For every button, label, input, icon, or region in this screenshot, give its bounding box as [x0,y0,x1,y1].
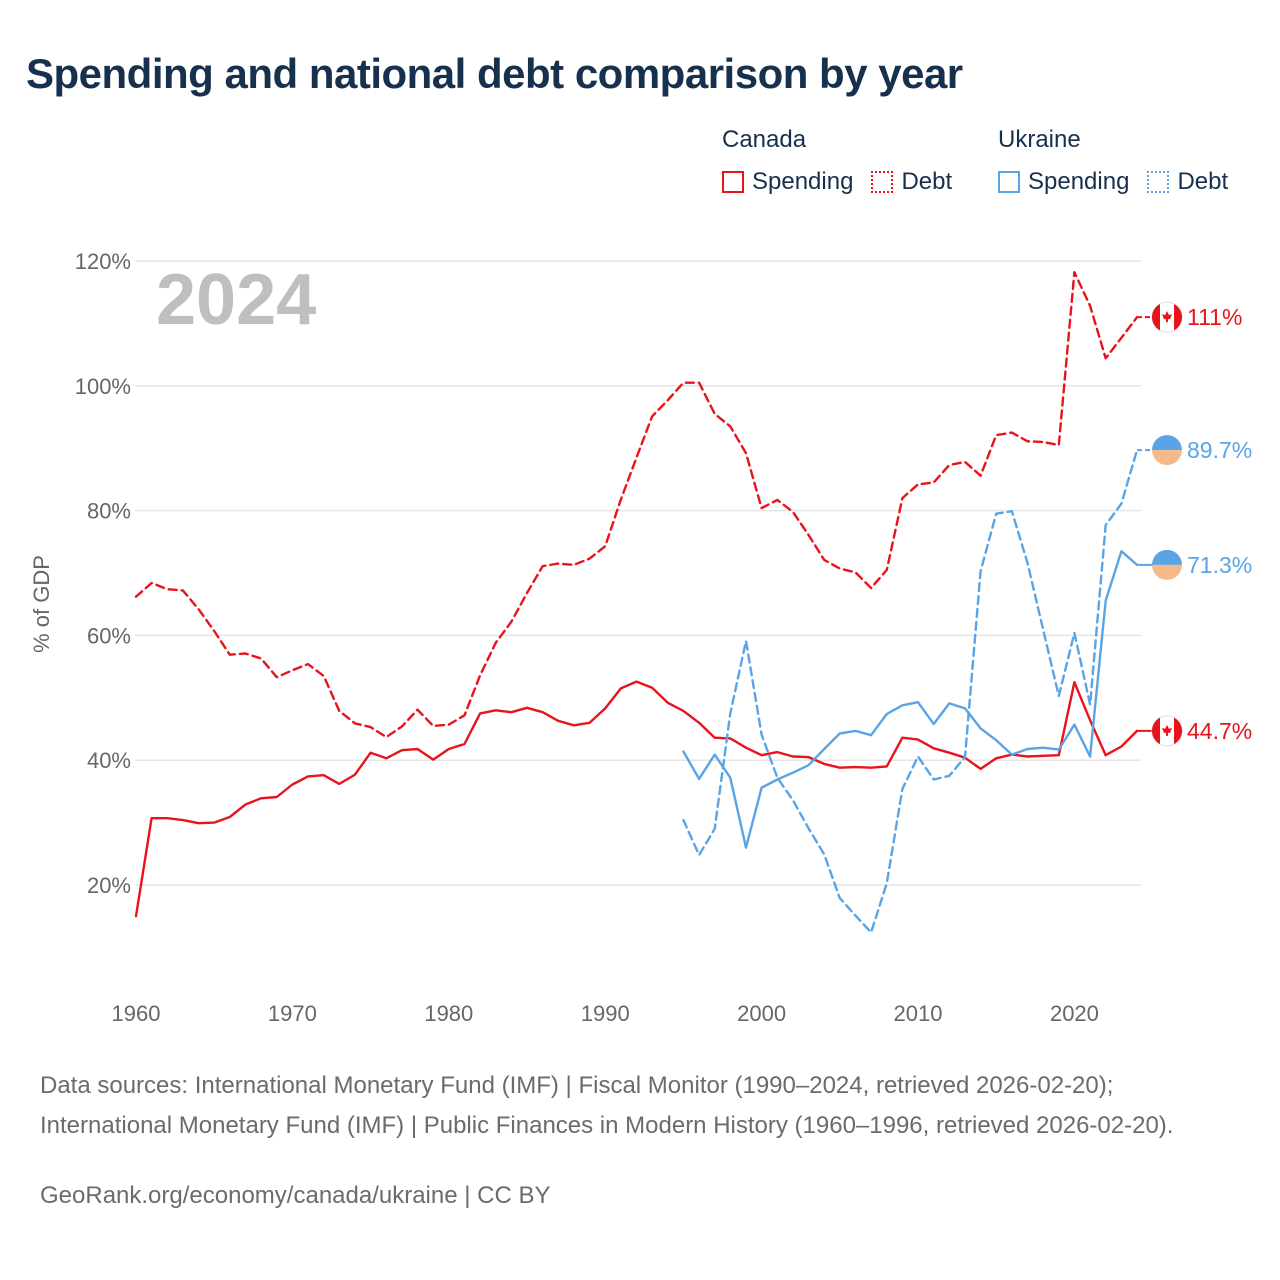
legend-swatch-dotted [871,171,894,193]
year-label: 2024 [156,260,316,340]
series-line-ukraine-debt[interactable] [682,448,1139,934]
y-tick-label: 40% [87,748,131,773]
y-tick-label: 120% [75,249,131,274]
legend-item-canada-spending[interactable]: Spending [722,168,853,196]
legend-item-label: Debt [1177,168,1229,195]
end-marker-ukraine-spending: 71.3% [1137,549,1252,580]
x-tick-label: 2020 [1050,1001,1099,1026]
source-credit-link[interactable]: GeoRank.org/economy/canada/ukraine | CC … [40,1182,551,1209]
legend-group-canada: Canada Spending Debt [722,126,970,196]
x-tick-label: 2000 [737,1001,786,1026]
legend-item-label: Spending [752,168,854,195]
legend-group-ukraine: Ukraine Spending Debt [998,126,1228,196]
end-value-label: 89.7% [1187,437,1252,463]
y-tick-label: 100% [75,374,131,399]
x-tick-label: 1990 [581,1001,630,1026]
end-marker-canada-spending: 44.7% [1137,715,1252,747]
legend-group-title: Canada [722,126,807,153]
legend-item-label: Debt [901,168,953,195]
end-value-label: 71.3% [1187,552,1252,578]
legend-item-label: Spending [1028,168,1130,195]
end-value-label: 111% [1187,304,1242,330]
ukraine-flag-icon [1152,435,1182,466]
series-line-canada-debt[interactable] [134,271,1139,739]
legend-item-canada-debt[interactable]: Debt [871,168,952,196]
legend-swatch-dotted [1147,171,1170,193]
end-value-label: 44.7% [1187,718,1252,744]
line-chart: 20% 40% 60% 80% 100% 120% 1960 1970 1980 1990 2000… [29,249,1252,1026]
series-line-ukraine-spending[interactable] [682,550,1139,849]
legend-item-ukraine-spending[interactable]: Spending [998,168,1129,196]
end-marker-ukraine-debt: 89.7% [1137,435,1252,466]
x-tick-label: 1980 [424,1001,473,1026]
series-line-canada-spending[interactable] [134,680,1139,918]
y-tick-label: 20% [87,873,131,898]
ukraine-flag-icon [1152,549,1182,580]
x-tick-label: 1970 [268,1001,317,1026]
canada-flag-icon [1151,301,1183,333]
legend-group-title: Ukraine [998,126,1081,153]
canada-flag-icon [1151,715,1183,747]
x-tick-label: 2010 [894,1001,943,1026]
chart-title: Spending and national debt comparison by… [26,50,963,97]
legend-swatch-solid [722,171,744,193]
y-axis-label: % of GDP [29,555,54,653]
legend-swatch-solid [998,171,1020,193]
data-sources: Data sources: International Monetary Fun… [40,1072,1174,1139]
x-tick-label: 1960 [112,1001,161,1026]
legend-item-ukraine-debt[interactable]: Debt [1147,168,1228,196]
y-tick-label: 60% [87,623,131,648]
chart-area: 20% 40% 60% 80% 100% 120% 1960 1970 1980 1990 2000… [29,249,1252,1026]
y-tick-label: 80% [87,499,131,524]
end-marker-canada-debt: 111% [1137,301,1242,333]
